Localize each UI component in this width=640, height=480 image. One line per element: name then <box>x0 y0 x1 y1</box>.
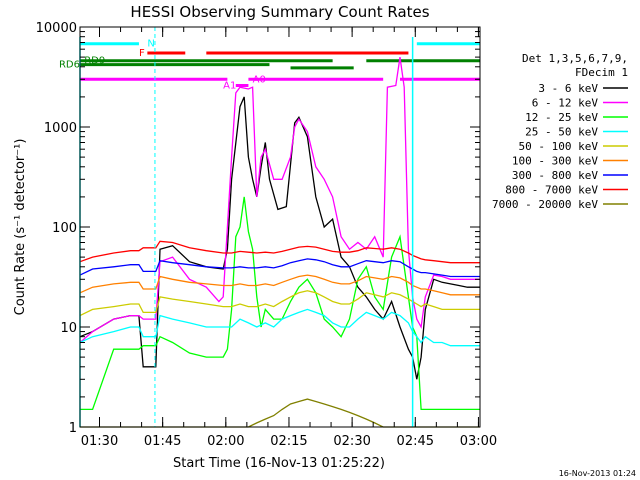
x-tick-label-5: 02:45 <box>397 434 434 449</box>
chart-title: HESSI Observing Summary Count Rates <box>130 3 429 21</box>
legend-label-6: 300 - 800 keV <box>512 169 598 182</box>
flag-label-5: A1 <box>223 81 236 92</box>
legend-label-3: 25 - 50 keV <box>525 126 598 139</box>
legend-label-0: 3 - 6 keV <box>538 82 598 95</box>
y-axis-label: Count Rate (s⁻¹ detector⁻¹) <box>13 139 28 316</box>
legend-header-1: Det 1,3,5,6,7,9, <box>522 52 628 65</box>
series-line-1 <box>79 57 480 343</box>
flag-label-2: RD9 <box>84 56 105 67</box>
flag-label-3: RD6 <box>59 60 80 71</box>
flag-label-6: A0 <box>253 74 266 85</box>
series-line-3 <box>79 308 480 347</box>
y-tick-label-4: 10000 <box>36 21 77 36</box>
legend-label-4: 50 - 100 keV <box>519 140 599 153</box>
x-tick-label-4: 02:30 <box>333 434 370 449</box>
series-line-8 <box>80 398 480 428</box>
series-line-7 <box>79 240 480 264</box>
series-line-5 <box>79 274 480 296</box>
legend-label-8: 7000 - 20000 keV <box>492 198 598 211</box>
x-tick-label-6: 03:00 <box>460 434 497 449</box>
legend-label-1: 6 - 12 keV <box>532 97 599 110</box>
x-axis-label: Start Time (16-Nov-13 01:25:22) <box>173 456 385 471</box>
y-tick-label-0: 1 <box>69 421 77 436</box>
x-tick-label-1: 01:45 <box>144 434 181 449</box>
flag-label-0: N <box>147 39 154 50</box>
footer-timestamp: 16-Nov-2013 01:24 <box>559 469 636 478</box>
x-tick-label-0: 01:30 <box>81 434 118 449</box>
legend-label-2: 12 - 25 keV <box>525 111 598 124</box>
flag-label-1: F <box>139 48 145 59</box>
series-line-6 <box>79 258 480 278</box>
y-tick-label-2: 100 <box>52 221 77 236</box>
legend-label-7: 800 - 7000 keV <box>505 184 598 197</box>
legend-header-2: FDecim 1 <box>575 66 628 79</box>
y-tick-label-1: 10 <box>60 321 77 336</box>
y-tick-label-3: 1000 <box>44 121 77 136</box>
x-tick-label-2: 02:00 <box>207 434 244 449</box>
plot-frame <box>79 26 481 428</box>
x-tick-label-3: 02:15 <box>270 434 307 449</box>
series-line-0 <box>79 96 480 380</box>
legend-label-5: 100 - 300 keV <box>512 155 598 168</box>
series-line-4 <box>79 290 480 317</box>
